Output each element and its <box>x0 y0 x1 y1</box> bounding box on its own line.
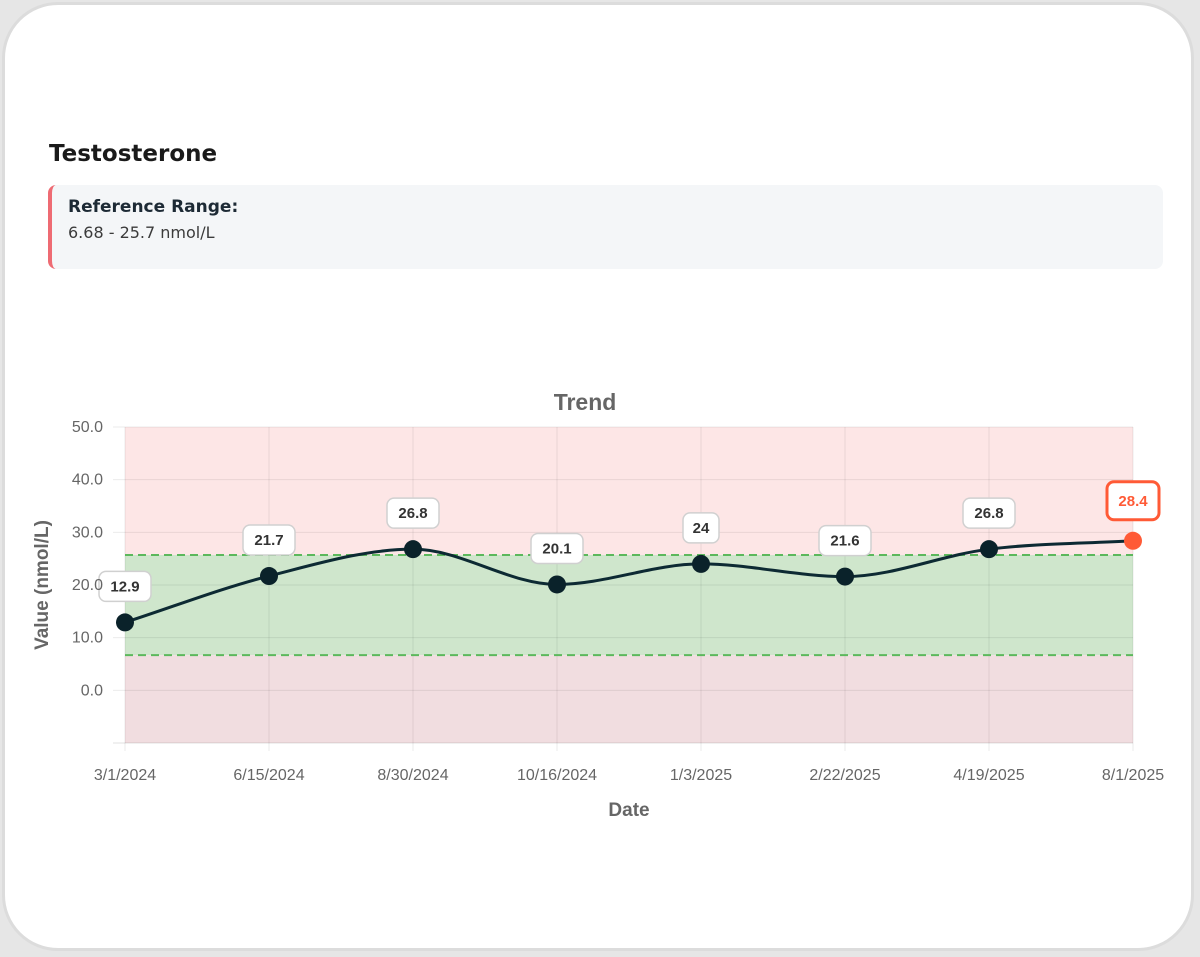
highlighted-data-label: 28.4 <box>1105 480 1161 522</box>
data-label: 24 <box>682 512 720 544</box>
data-point <box>548 575 566 594</box>
x-tick-label: 1/3/2025 <box>670 767 732 784</box>
y-tick-label: 10.0 <box>72 630 103 647</box>
data-label-text: 21.6 <box>830 533 859 550</box>
data-point <box>980 540 998 559</box>
data-label-box <box>530 532 584 565</box>
data-label-box <box>98 570 152 603</box>
y-tick-label: 50.0 <box>72 419 103 436</box>
data-label-box <box>962 497 1016 529</box>
x-tick-label: 2/22/2025 <box>809 767 880 784</box>
reference-range-box: Reference Range: 6.68 - 25.7 nmol/L <box>48 185 1163 269</box>
data-label-text: 28.4 <box>1118 493 1148 510</box>
y-tick-label: 20.0 <box>72 577 103 594</box>
reference-range-value: 6.68 - 25.7 nmol/L <box>68 223 215 242</box>
y-tick-label: 30.0 <box>72 524 103 541</box>
below-range-band <box>125 655 1133 743</box>
reference-range-label: Reference Range: <box>68 197 239 217</box>
x-tick-label: 8/30/2024 <box>377 767 448 784</box>
data-label: 26.8 <box>386 497 440 529</box>
data-label: 20.1 <box>530 532 584 565</box>
data-label-box <box>242 524 296 556</box>
x-axis-title: Date <box>608 800 649 821</box>
data-point <box>404 540 422 559</box>
data-label: 21.6 <box>818 524 872 557</box>
x-tick-label: 10/16/2024 <box>517 767 597 784</box>
x-tick-label: 6/15/2024 <box>233 767 304 784</box>
chart-title: Trend <box>554 389 617 415</box>
x-tick-label: 8/1/2025 <box>1102 767 1164 784</box>
x-tick-label: 3/1/2024 <box>94 767 156 784</box>
y-axis-title: Value (nmol/L) <box>32 520 53 650</box>
data-point <box>260 567 278 586</box>
x-tick-label: 4/19/2025 <box>953 767 1024 784</box>
data-label-box <box>1105 480 1161 522</box>
normal-range-band <box>125 554 1133 656</box>
data-label-text: 12.9 <box>110 578 139 595</box>
data-label-box <box>386 497 440 529</box>
y-tick-label: 40.0 <box>72 472 103 489</box>
data-label-box <box>682 512 720 544</box>
series-line <box>124 539 1134 624</box>
data-point <box>692 554 710 573</box>
data-point <box>836 567 854 586</box>
y-tick-label: 0.0 <box>81 682 103 699</box>
data-label-text: 20.1 <box>542 540 571 557</box>
data-label: 21.7 <box>242 524 296 556</box>
data-label-text: 24 <box>693 520 710 537</box>
data-label-text: 21.7 <box>254 532 283 549</box>
test-title: Testosterone <box>49 141 218 167</box>
data-label: 26.8 <box>962 497 1016 529</box>
data-label-box <box>818 524 872 557</box>
data-label: 12.9 <box>98 570 152 603</box>
data-label-text: 26.8 <box>398 505 427 522</box>
data-point <box>116 613 134 632</box>
data-label-text: 26.8 <box>974 505 1003 522</box>
highlighted-data-point <box>1124 531 1142 550</box>
